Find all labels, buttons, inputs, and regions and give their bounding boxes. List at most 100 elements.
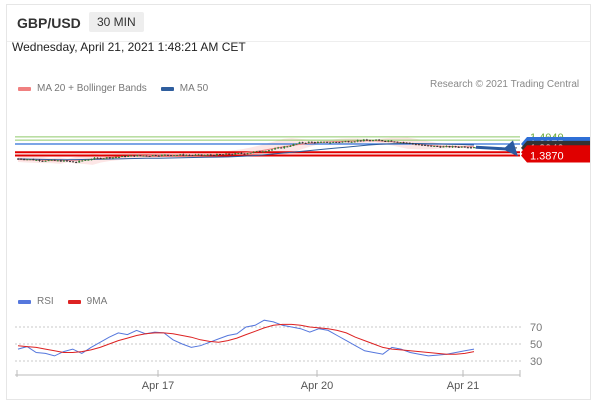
rsi-9ma-line (17, 323, 475, 355)
candle-body (362, 139, 365, 142)
candle-body (29, 159, 32, 161)
candle-body (130, 155, 133, 157)
candle-body (166, 154, 169, 156)
candle-body (218, 154, 221, 156)
candle-body (271, 149, 274, 151)
candle-body (35, 159, 38, 161)
candle-body (50, 159, 53, 161)
legend-swatch-rsi (18, 299, 31, 304)
projection-arrow-head (503, 140, 518, 157)
candle-body (338, 142, 341, 144)
candle-body (23, 159, 26, 161)
candle-body (277, 147, 280, 149)
candle-body (72, 161, 75, 163)
candle-body (255, 151, 258, 153)
candle-body (69, 161, 72, 163)
candle-body (365, 139, 368, 141)
candle-body (127, 155, 130, 157)
candle-body (215, 154, 218, 156)
candle-body (264, 151, 267, 153)
candle-body (26, 159, 29, 161)
candle-body (356, 140, 359, 142)
candle-body (93, 157, 96, 160)
candle-body (170, 155, 173, 157)
candle-body (319, 141, 322, 143)
candle-body (78, 160, 81, 163)
candle-body (442, 146, 445, 148)
candle-body (62, 160, 65, 162)
candle-body (335, 141, 338, 143)
candle-body (173, 155, 176, 157)
candle-body (375, 139, 378, 141)
candle-body (381, 140, 384, 142)
candle-body (329, 142, 332, 144)
bollinger-band (18, 137, 474, 165)
candle-body (212, 155, 215, 157)
rsi-legend: RSI 9MA (18, 296, 121, 307)
candle-body (298, 142, 301, 144)
legend-swatch-9ma (67, 299, 81, 304)
candle-body (295, 143, 298, 145)
level-label-1.3870: 1.3870 (530, 151, 564, 163)
candle-body (99, 157, 102, 159)
candle-body (47, 160, 50, 162)
candle-body (261, 151, 264, 153)
candle-body (59, 160, 62, 162)
legend-item-ma50: MA 50 (160, 83, 208, 94)
candle-body (445, 146, 448, 148)
candle-body (148, 155, 151, 157)
candle-body (234, 153, 237, 155)
candle-body (301, 142, 304, 144)
candle-body (289, 145, 292, 147)
candle-body (32, 159, 35, 161)
candle-body (225, 153, 228, 155)
candle-body (209, 154, 212, 156)
candle-body (454, 146, 457, 148)
candle-body (87, 159, 90, 161)
candle-body (387, 140, 390, 142)
candle-body (316, 141, 319, 143)
candle-body (417, 144, 420, 146)
chart-header: GBP/USD 30 MIN (7, 5, 590, 42)
candle-body (341, 141, 344, 143)
candle-body (222, 154, 225, 156)
candle-body (105, 157, 108, 159)
research-credit: Research © 2021 Trading Central (430, 79, 580, 90)
candle-body (188, 155, 191, 157)
candle-body (179, 154, 182, 156)
candle-body (258, 151, 261, 153)
candle-body (41, 160, 44, 162)
candle-body (414, 144, 417, 146)
candle-body (473, 147, 475, 149)
candle-body (323, 141, 326, 143)
candle-body (142, 155, 145, 157)
candle-body (206, 154, 209, 156)
candle-body (90, 159, 93, 161)
candle-body (200, 154, 203, 156)
candle-body (38, 159, 41, 161)
candle-body (197, 154, 200, 156)
report-datetime: Wednesday, April 21, 2021 1:48:21 AM CET (12, 40, 246, 54)
rsi-line (17, 319, 475, 357)
candle-body (249, 152, 252, 154)
candle-body (243, 153, 246, 155)
candle-body (286, 146, 289, 148)
candle-body (56, 160, 59, 162)
candle-body (145, 155, 148, 157)
candle-body (384, 140, 387, 142)
candle-body (372, 140, 375, 142)
legend-item-rsi: RSI (18, 296, 54, 307)
candle-body (280, 147, 283, 149)
candle-body (75, 162, 78, 164)
candle-body (194, 154, 197, 156)
candle-body (237, 153, 240, 155)
candle-body (466, 147, 469, 149)
candle-body (396, 141, 399, 143)
candle-body (163, 154, 166, 156)
timeframe-badge[interactable]: 30 MIN (89, 12, 144, 32)
candle-body (304, 142, 307, 144)
candle-body (231, 154, 234, 156)
rsi-tick-50: 50 (530, 339, 542, 351)
candle-body (451, 146, 454, 148)
candle-body (307, 141, 310, 143)
